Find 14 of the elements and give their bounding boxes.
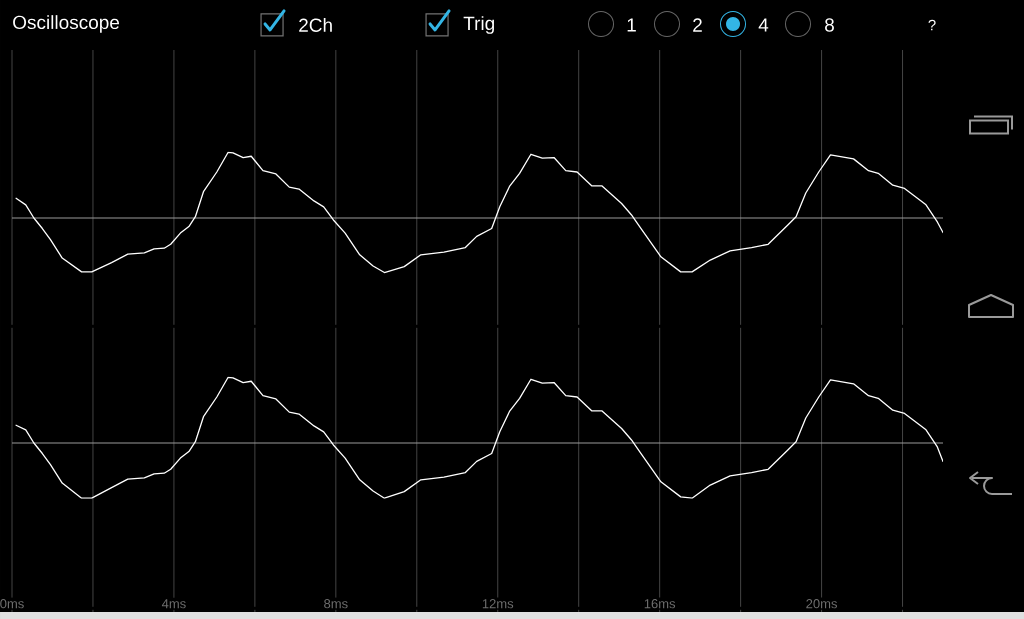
text: 1	[627, 18, 636, 32]
x-tick-label: 16ms	[644, 599, 676, 609]
text: 8	[825, 18, 834, 32]
text: Trig	[463, 16, 494, 34]
x-tick-label: 20ms	[806, 599, 837, 609]
x-tick-label: 0ms	[0, 599, 24, 609]
x-tick-label: 8ms	[324, 599, 348, 609]
x-tick-label: 4ms	[161, 599, 186, 609]
text: 2	[693, 18, 702, 32]
text: ?	[928, 19, 936, 31]
text: 2Ch	[299, 18, 332, 32]
x-tick-label: 12ms	[482, 599, 514, 609]
text: 4	[758, 18, 769, 32]
chart-title: Oscilloscope	[13, 15, 120, 33]
